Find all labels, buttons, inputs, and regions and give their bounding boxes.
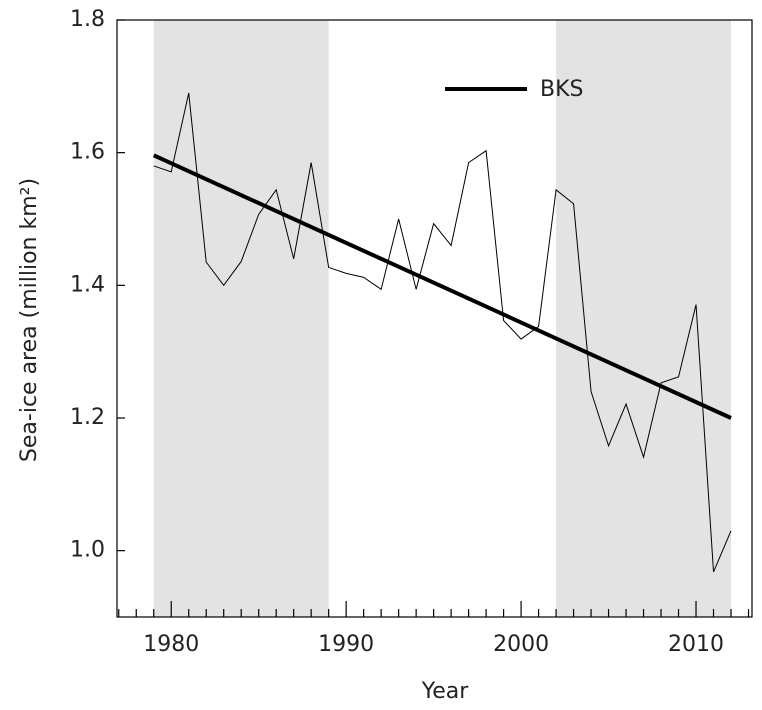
trend-line bbox=[152, 153, 732, 420]
y-axis-label: Sea-ice area (million km²) bbox=[17, 178, 42, 462]
legend-label: BKS bbox=[540, 77, 583, 102]
y-tick-label: 1.2 bbox=[70, 405, 105, 430]
plot-frame bbox=[116, 19, 753, 618]
shaded-region bbox=[556, 20, 732, 617]
y-tick-label: 1.4 bbox=[70, 272, 105, 297]
y-tick-label: 1.0 bbox=[70, 538, 105, 563]
data-line bbox=[153, 92, 732, 573]
shaded-region bbox=[153, 20, 329, 617]
y-tick-label: 1.8 bbox=[70, 7, 105, 32]
x-tick-label: 1980 bbox=[143, 632, 199, 657]
x-tick-label: 2000 bbox=[493, 632, 549, 657]
x-tick-label: 2010 bbox=[668, 632, 724, 657]
x-axis-label: Year bbox=[421, 679, 470, 704]
y-tick-label: 1.6 bbox=[70, 140, 105, 165]
x-tick-label: 1990 bbox=[318, 632, 374, 657]
